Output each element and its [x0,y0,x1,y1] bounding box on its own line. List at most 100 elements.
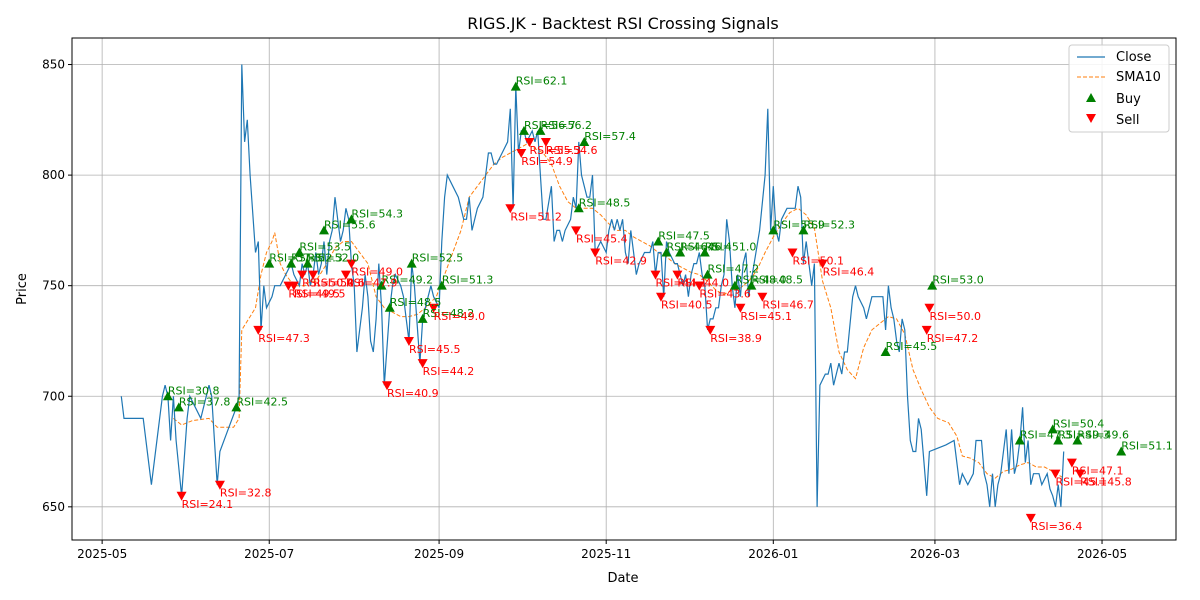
buy-annotation: RSI=48.5 [579,196,631,209]
sell-annotation: RSI=40.5 [661,299,713,312]
buy-marker [653,236,664,246]
buy-marker [162,391,173,401]
buy-marker [1116,446,1127,456]
sell-marker [924,303,935,313]
sell-annotation: RSI=47.2 [927,332,979,345]
sell-marker [1066,458,1077,468]
buy-marker [768,225,779,235]
sell-marker [253,325,264,335]
sell-marker [655,292,666,302]
buy-marker [231,402,242,412]
buy-annotation: RSI=53.5 [299,241,351,254]
sell-annotation: RSI=49.0 [434,310,486,323]
buy-marker [1053,435,1064,445]
buy-marker [519,125,530,135]
sell-marker [694,281,705,291]
buy-marker [535,125,546,135]
x-tick-label: 2025-05 [77,547,127,561]
buy-annotation: RSI=47.3 [1020,428,1072,441]
y-axis-title: Price [15,273,30,305]
sell-marker [590,248,601,258]
sell-annotation: RSI=50.6 [313,277,365,290]
sell-annotation: RSI=43.6 [699,288,751,301]
buy-marker [880,347,891,357]
sell-annotation: RSI=44.1 [656,277,708,290]
buy-annotation: RSI=47.5 [658,229,710,242]
buy-marker [702,269,713,279]
legend: Close SMA10 Buy Sell [1068,44,1170,133]
buy-marker [927,280,938,290]
sell-marker [382,381,393,391]
sell-marker [1050,469,1061,479]
sell-marker [571,226,582,236]
sell-annotation: RSI=50.1 [792,255,844,268]
buy-annotation: RSI=42.5 [236,395,288,408]
y-tick-label: 750 [42,279,65,293]
y-tick-label: 650 [42,500,65,514]
buy-marker [510,81,521,91]
buy-marker [376,280,387,290]
sell-marker [340,270,351,280]
buy-annotation: RSI=53.0 [932,274,984,287]
buy-annotation: RSI=49.2 [382,274,434,287]
buy-marker [264,258,275,268]
sell-annotation: RSI=45.5 [409,343,461,356]
legend-sell-marker [1086,114,1096,123]
x-tick-label: 2025-09 [414,547,464,561]
sell-marker [735,303,746,313]
buy-annotation: RSI=52.5 [412,252,464,265]
legend-close-label: Close [1116,50,1151,65]
sell-annotation: RSI=42.9 [595,255,647,268]
sell-annotation: RSI=45.1 [1055,476,1107,489]
sell-annotation: RSI=55.3 [529,144,581,157]
buy-marker [294,247,305,257]
buy-annotation: RSI=55.6 [324,218,376,231]
y-axis: 650 700 750 800 850 [42,58,72,514]
sell-marker [428,303,439,313]
buy-annotation: RSI=46.8 [666,241,718,254]
legend-sma-label: SMA10 [1116,70,1161,85]
buy-annotation: RSI=46.4 [680,241,732,254]
buy-marker [699,247,710,257]
sell-annotation: RSI=49.5 [294,288,346,301]
sell-marker [516,148,527,158]
buy-marker [417,313,428,323]
buy-marker [579,136,590,146]
sell-annotation: RSI=45.4 [576,232,628,245]
sell-annotation: RSI=38.9 [710,332,762,345]
buy-annotation: RSI=48.5 [751,274,803,287]
sell-annotation: RSI=47.1 [1072,465,1124,478]
sell-marker [787,248,798,258]
sell-marker [524,137,535,147]
buy-annotation: RSI=48.2 [423,307,475,320]
buy-annotation: RSI=51.1 [1121,440,1173,453]
buy-annotation: RSI=48.0 [735,274,787,287]
sell-annotation: RSI=40.9 [387,387,439,400]
sell-annotation: RSI=45.1 [740,310,792,323]
buy-annotation: RSI=55.9 [773,218,825,231]
sell-marker [308,270,319,280]
sell-annotation: RSI=47.9 [346,277,398,290]
plot-frame [71,37,1177,541]
buy-annotation: RSI=54.3 [351,207,403,220]
buy-annotation: RSI=56.7 [524,119,576,132]
sell-annotation: RSI=32.8 [220,487,272,500]
buy-marker [746,280,757,290]
y-tick-label: 800 [42,168,65,182]
buy-annotation: RSI=49.3 [1058,428,1110,441]
buy-annotation: RSI=50.4 [1053,417,1105,430]
buy-marker [1047,424,1058,434]
sell-annotation: RSI=49.0 [351,266,403,279]
x-axis-title: Date [607,571,638,586]
legend-box [1068,44,1170,133]
y-tick-label: 700 [42,389,65,403]
sell-annotation: RSI=24.1 [182,498,234,511]
buy-marker [346,214,357,224]
buy-annotation: RSI=57.4 [584,130,636,143]
buy-marker [661,247,672,257]
x-tick-label: 2026-03 [910,547,960,561]
sell-annotation: RSI=49.5 [288,288,340,301]
buy-marker [729,280,740,290]
sell-annotation: RSI=36.4 [1031,520,1083,533]
sell-marker [705,325,716,335]
